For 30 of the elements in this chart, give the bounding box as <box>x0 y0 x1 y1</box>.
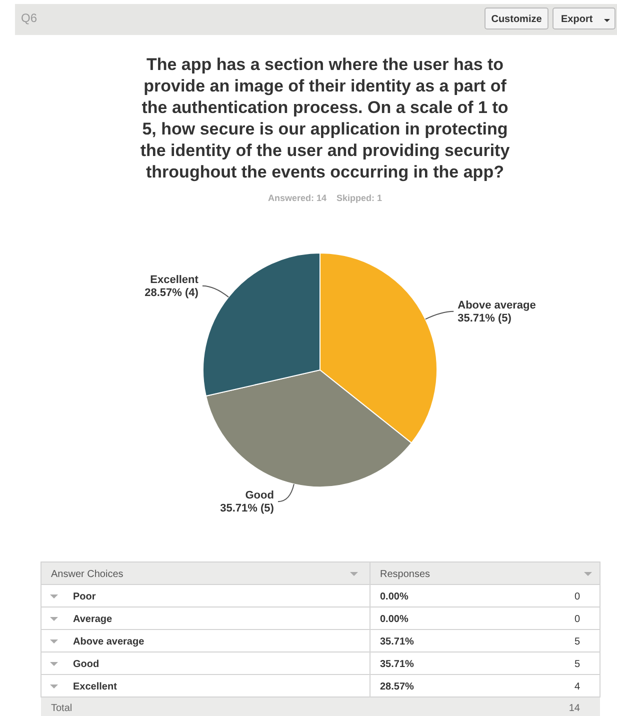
text: 5 <box>574 636 580 648</box>
text: Q6 <box>21 11 38 25</box>
text: 0.00% <box>380 614 408 625</box>
text: Answer Choices <box>51 569 124 580</box>
text: Poor <box>73 592 96 602</box>
text: 14 <box>568 703 580 714</box>
chart-title: The app has a section where the user has to provide an image of their identity as a part of the authentication process. On a scale of 1 to 5, how secure is our application in protecting the identity of the user and providing security throughout the events occurring in the app? <box>140 55 510 182</box>
text: Good <box>73 659 100 670</box>
customize-button: Customize <box>484 8 548 30</box>
text: 4 <box>574 682 580 692</box>
chart-subtitle: Answered: 14 Skipped: 1 <box>268 193 382 203</box>
text: 0 <box>574 614 580 625</box>
text: 5 <box>574 659 580 670</box>
data-label: 35.71% (5) <box>458 312 512 324</box>
text: 28.57% <box>380 682 414 692</box>
slice-label: Above average <box>458 299 536 312</box>
export-button: Export <box>552 8 616 30</box>
text: Average <box>73 614 113 625</box>
text: 35.71% <box>380 636 414 648</box>
text: Total <box>51 703 72 714</box>
text: 0 <box>574 592 580 602</box>
data-label: 35.71% (5) <box>220 502 274 515</box>
data-label: 28.57% (4) <box>144 286 199 299</box>
text: 35.71% <box>380 659 414 670</box>
slice-label: Good <box>245 490 274 502</box>
text: Above average <box>73 636 145 648</box>
text: Excellent <box>73 682 118 692</box>
slice-label: Excellent <box>150 274 199 286</box>
text: Responses <box>380 569 430 580</box>
text: 0.00% <box>380 592 408 602</box>
